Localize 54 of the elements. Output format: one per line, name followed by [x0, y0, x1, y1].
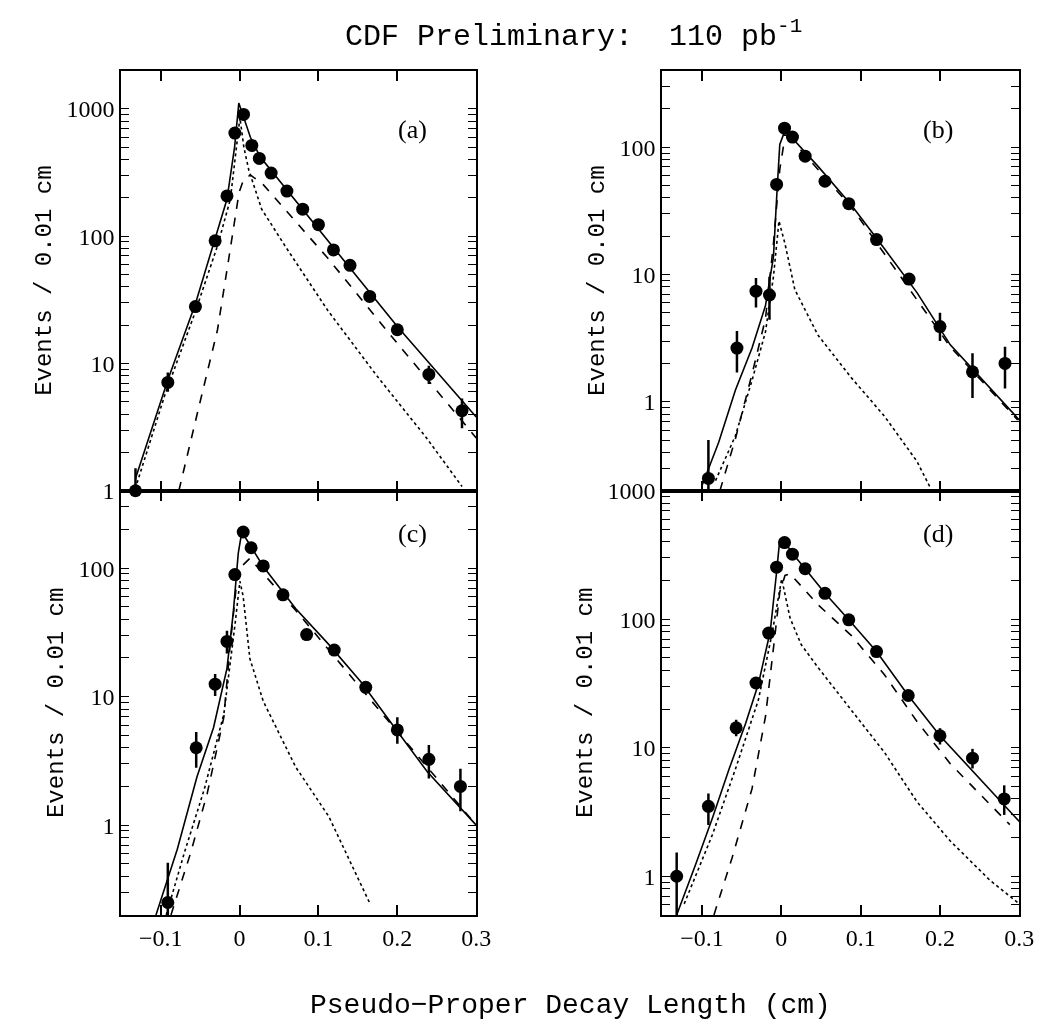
y-tick-label: 10: [90, 684, 115, 710]
point: [161, 895, 175, 909]
y-axis-title: Events / 0.01 cm: [31, 165, 59, 396]
point: [966, 751, 979, 765]
y-axis-title: Events / 0.01 cm: [572, 587, 600, 819]
point: [730, 341, 744, 355]
point: [749, 284, 763, 298]
y-tick-label: 1: [643, 863, 656, 890]
point: [998, 356, 1012, 370]
y-tick-label: 10: [631, 261, 656, 288]
y-tick-label: 100: [619, 134, 656, 161]
point: [189, 741, 203, 755]
point: [670, 869, 684, 883]
annotation: (c): [398, 519, 427, 548]
point: [245, 138, 259, 152]
x-axis-title: Pseudo−Proper Decay Length (cm): [310, 990, 831, 1021]
y-tick-label: 100: [619, 606, 656, 633]
x-tick-label: 0.1: [303, 924, 334, 951]
point: [701, 799, 715, 813]
point: [422, 752, 436, 766]
y-tick-label: 100: [78, 223, 115, 250]
point: [870, 645, 884, 659]
point: [729, 721, 743, 735]
y-tick-label: 1000: [607, 478, 656, 505]
y-axis-title: Events / 0.01 cm: [43, 587, 71, 819]
point: [422, 367, 436, 381]
point: [778, 121, 792, 135]
x-tick-label: 0.3: [461, 924, 492, 951]
point: [455, 404, 469, 418]
annotation: (a): [398, 115, 427, 144]
x-tick-label: 0.2: [382, 924, 413, 951]
y-tick-label: 10: [631, 735, 656, 762]
y-tick-label: 1: [102, 812, 115, 839]
point: [311, 218, 325, 232]
y-tick-label: 1000: [66, 96, 115, 123]
point: [252, 151, 266, 165]
y-tick-label: 10: [90, 350, 115, 377]
y-tick-label: 1: [643, 389, 656, 416]
y-tick-label: 1: [102, 478, 115, 505]
annotation: (b): [923, 115, 954, 144]
x-tick-label: 0: [233, 924, 246, 951]
annotation: (d): [923, 519, 954, 548]
x-tick-label: 0.3: [1004, 924, 1035, 951]
text: CDF Preliminary: 110 pb$^{-1}$: [345, 15, 803, 54]
x-tick-label: 0.2: [924, 924, 955, 951]
point: [300, 628, 314, 642]
x-tick-label: −0.1: [680, 924, 724, 951]
x-tick-label: −0.1: [138, 924, 183, 951]
point: [453, 779, 467, 793]
y-tick-label: 100: [78, 555, 115, 582]
x-tick-label: 0.1: [845, 924, 876, 951]
point: [208, 677, 222, 691]
y-axis-title: Events / 0.01 cm: [584, 165, 612, 396]
x-tick-label: 0: [775, 924, 788, 951]
